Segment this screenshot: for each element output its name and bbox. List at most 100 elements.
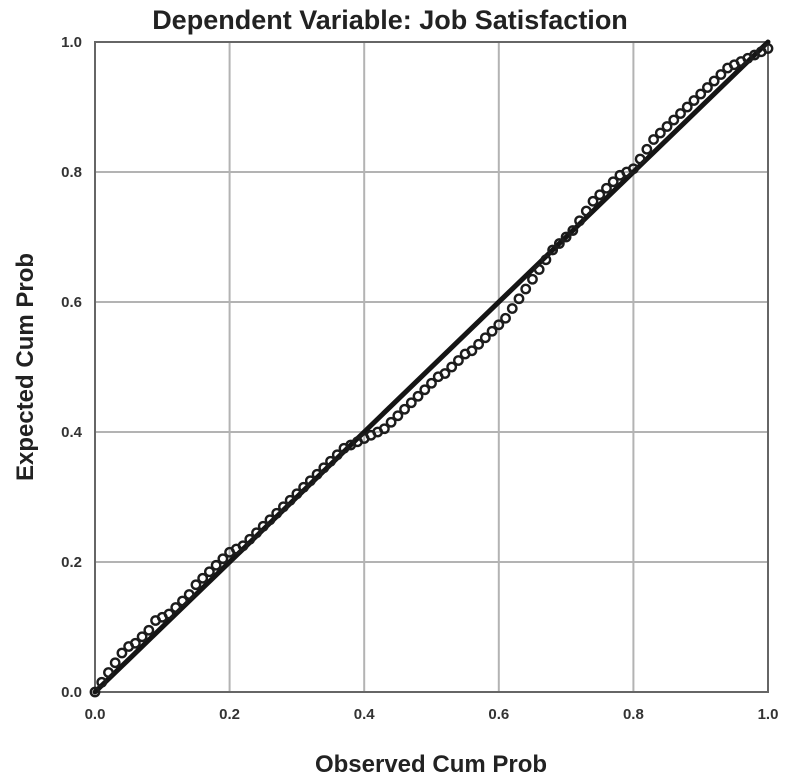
- data-point: [547, 244, 559, 256]
- data-point: [439, 368, 451, 379]
- data-point: [702, 82, 713, 93]
- data-point: [527, 273, 538, 285]
- data-point: [311, 468, 323, 480]
- data-point: [715, 69, 727, 80]
- data-point: [500, 312, 511, 324]
- data-point: [109, 657, 121, 669]
- data-point: [304, 475, 316, 487]
- y-axis-label: Expected Cum Prob: [12, 253, 39, 481]
- data-point: [278, 501, 289, 513]
- data-point: [628, 163, 639, 175]
- x-tick-label: 0.4: [354, 706, 376, 723]
- data-point: [675, 108, 686, 119]
- data-point: [580, 205, 592, 217]
- data-point: [587, 195, 599, 207]
- chart-title: Dependent Variable: Job Satisfaction: [152, 5, 628, 35]
- data-point: [325, 455, 336, 467]
- data-point: [217, 553, 229, 565]
- data-point: [103, 667, 114, 678]
- data-point: [271, 507, 283, 519]
- data-point: [661, 121, 673, 132]
- data-point: [553, 238, 565, 249]
- data-point: [318, 462, 330, 474]
- data-point: [540, 254, 552, 266]
- data-point: [560, 231, 572, 243]
- data-point: [183, 589, 195, 600]
- y-tick-label: 0.8: [61, 164, 82, 181]
- data-point: [204, 566, 215, 578]
- data-point: [378, 423, 390, 435]
- data-point: [116, 647, 128, 659]
- data-point: [762, 43, 774, 54]
- data-point: [688, 95, 700, 106]
- data-point: [668, 114, 680, 126]
- data-point: [89, 686, 101, 698]
- data-point: [143, 624, 155, 636]
- y-tick-label: 0.4: [61, 424, 83, 441]
- data-point: [385, 416, 397, 428]
- y-tick-label: 0.0: [61, 684, 82, 701]
- x-axis-label: Observed Cum Prob: [315, 751, 547, 778]
- data-point: [210, 559, 222, 571]
- data-point: [533, 264, 545, 275]
- tick-labels: 0.0 0.2 0.4 0.6 0.8 1.0 0.0 0.2 0.4 0.6 0.8 1.0: [61, 34, 778, 723]
- data-point: [419, 384, 431, 396]
- data-point: [681, 101, 693, 113]
- data-point: [473, 338, 485, 350]
- data-point: [251, 527, 262, 539]
- data-point: [574, 215, 585, 227]
- x-tick-label: 0.0: [85, 706, 106, 723]
- data-point: [331, 449, 343, 461]
- data-points: [89, 43, 774, 698]
- data-point: [399, 403, 410, 415]
- data-point: [601, 182, 612, 194]
- data-point: [513, 293, 525, 305]
- data-point: [479, 332, 491, 344]
- data-point: [257, 520, 269, 532]
- plot-frame: [94, 41, 769, 693]
- data-point: [197, 572, 209, 584]
- data-point: [392, 410, 404, 422]
- data-point: [641, 143, 653, 155]
- data-point: [298, 481, 310, 493]
- y-tick-label: 0.2: [61, 554, 82, 571]
- data-point: [244, 533, 256, 545]
- data-point: [466, 345, 478, 357]
- data-point: [654, 127, 666, 139]
- data-point: [264, 514, 276, 526]
- data-point: [506, 303, 518, 314]
- data-point: [163, 608, 175, 620]
- x-tick-label: 0.6: [488, 706, 509, 723]
- data-point: [708, 75, 720, 87]
- data-point: [607, 176, 619, 188]
- data-point: [426, 377, 437, 389]
- x-tick-label: 1.0: [758, 706, 779, 723]
- data-point: [136, 631, 148, 643]
- data-point: [493, 319, 505, 331]
- data-point: [695, 88, 707, 100]
- data-point: [648, 134, 659, 145]
- data-point: [177, 595, 188, 607]
- y-tick-label: 0.6: [61, 294, 82, 311]
- data-point: [190, 579, 202, 591]
- data-point: [291, 488, 303, 500]
- data-point: [129, 637, 141, 649]
- y-tick-label: 1.0: [61, 34, 82, 51]
- data-point: [634, 153, 646, 165]
- data-point: [486, 325, 498, 337]
- data-point: [446, 361, 458, 373]
- data-point: [520, 283, 532, 295]
- data-point: [96, 676, 108, 688]
- data-point: [453, 355, 464, 366]
- data-point: [405, 397, 417, 409]
- data-point: [170, 602, 182, 613]
- data-point: [567, 225, 579, 236]
- data-point: [284, 494, 296, 506]
- data-point: [594, 189, 606, 201]
- data-point: [237, 540, 249, 552]
- data-point: [412, 390, 424, 402]
- x-tick-label: 0.8: [623, 706, 644, 723]
- reference-line: [92, 39, 771, 695]
